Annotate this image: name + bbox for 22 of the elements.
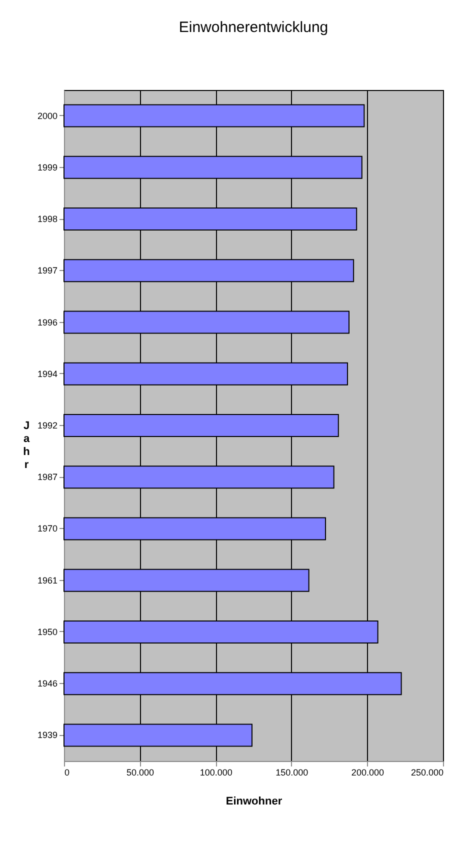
y-tick-label: 1997 [37,266,58,276]
x-tick-label: 200.000 [351,768,384,778]
x-tick-label: 250.000 [410,768,444,778]
x-tick-label: 100.000 [200,768,232,778]
x-tick-label: 0 [64,768,70,778]
y-tick-label: 1998 [37,214,58,224]
y-tick-label: 1939 [37,730,58,740]
y-tick-label: 1994 [37,368,58,379]
y-tick-label: 1961 [37,575,58,586]
y-tick-label: 2000 [37,110,58,121]
chart-title: Einwohnerentwicklung [178,19,328,36]
y-tick-label: 1950 [37,626,58,637]
y-tick-label: 1987 [37,472,58,482]
x-tick-label: 50.000 [126,768,154,778]
y-tick-label: 1946 [37,678,58,689]
y-axis-title: Jahr [23,420,30,471]
y-tick-label: 1992 [37,420,58,430]
y-tick-label: 1970 [37,524,58,534]
x-axis-title: Einwohner [226,796,283,808]
y-tick-label: 1999 [37,162,58,172]
y-tick-label: 1996 [37,317,58,328]
x-tick-label: 150.000 [276,768,308,778]
